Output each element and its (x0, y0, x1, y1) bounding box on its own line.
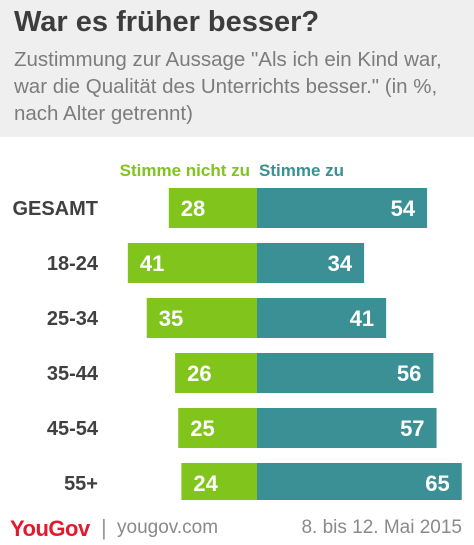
yougov-logo: YouGov (10, 516, 90, 541)
value-label-agree: 56 (397, 361, 421, 386)
footer-site: yougov.com (117, 517, 219, 538)
chart-title: War es früher besser? (14, 6, 320, 38)
value-label-agree: 57 (400, 416, 424, 441)
footer-separator: | (101, 515, 107, 540)
category-label: 55+ (64, 473, 98, 495)
value-label-disagree: 24 (193, 471, 218, 496)
bar-agree (257, 408, 437, 448)
legend-agree: Stimme zu (259, 161, 344, 180)
value-label-agree: 54 (391, 196, 416, 221)
value-label-agree: 65 (425, 471, 449, 496)
bar-agree (257, 463, 462, 500)
bar-disagree (146, 298, 257, 338)
value-label-agree: 34 (328, 251, 353, 276)
legend-disagree: Stimme nicht zu (120, 161, 250, 180)
footer-date: 8. bis 12. Mai 2015 (301, 517, 462, 538)
value-label-disagree: 35 (159, 306, 183, 331)
value-label-agree: 41 (350, 306, 374, 331)
value-label-disagree: 41 (140, 251, 164, 276)
chart-header: War es früher besser? Zustimmung zur Aus… (0, 0, 474, 137)
value-label-disagree: 28 (181, 196, 205, 221)
bar-agree (257, 243, 365, 283)
category-label: GESAMT (12, 198, 98, 220)
chart-subtitle: Zustimmung zur Aussage "Als ich ein Kind… (14, 48, 442, 125)
category-label: 35-44 (47, 363, 99, 385)
category-label: 18-24 (47, 253, 99, 275)
category-label: 25-34 (47, 308, 99, 330)
footer: YouGov | yougov.com 8. bis 12. Mai 2015 (0, 508, 474, 545)
category-label: 45-54 (47, 418, 99, 440)
bar-disagree (178, 408, 257, 448)
bar-agree (257, 298, 387, 338)
bar-agree (257, 353, 434, 393)
bar-agree (257, 188, 428, 228)
value-label-disagree: 26 (187, 361, 211, 386)
bar-disagree (181, 463, 257, 500)
bar-disagree (127, 243, 257, 283)
diverging-bar-chart: Stimme nicht zu Stimme zu GESAMT 28 54 18-24 4… (12, 161, 462, 500)
value-label-disagree: 25 (190, 416, 214, 441)
bar-disagree (175, 353, 257, 393)
bar-disagree (168, 188, 257, 228)
